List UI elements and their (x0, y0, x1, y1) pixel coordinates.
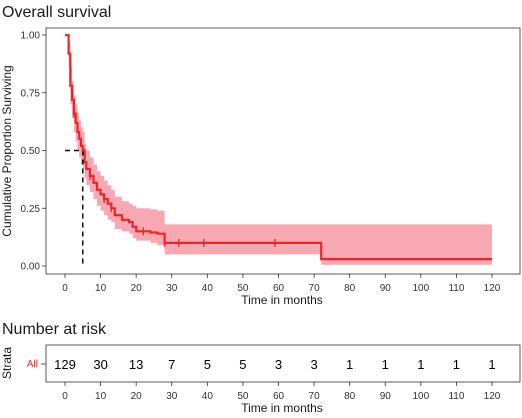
x-tick-label: 30 (166, 283, 178, 294)
risk-x-tick-label: 90 (380, 391, 392, 402)
x-tick-label: 100 (412, 283, 429, 294)
risk-count: 3 (275, 357, 282, 372)
confidence-band-area (65, 35, 492, 265)
x-axis-title: Time in months (241, 293, 323, 307)
median-survival-lines (65, 149, 84, 266)
risk-count: 1 (346, 357, 353, 372)
risk-x-tick-label: 70 (309, 391, 321, 402)
risk-count: 13 (129, 357, 143, 372)
risk-table-panel (45, 344, 521, 383)
y-axis: 0.00 0.25 0.50 0.75 1.00 (21, 31, 46, 273)
confidence-band (65, 35, 492, 265)
x-axis: 0 10 20 30 40 50 60 70 80 90 100 110 120 (62, 274, 501, 294)
risk-count: 5 (204, 357, 211, 372)
survival-chart: Overall survival 0.00 0.25 0.50 0.75 1.00 0 1… (0, 4, 521, 307)
y-tick-label: 0.00 (21, 262, 41, 273)
x-tick-label: 80 (344, 283, 356, 294)
risk-x-tick-label: 60 (273, 391, 285, 402)
x-tick-label: 10 (95, 283, 107, 294)
risk-count: 1 (488, 357, 495, 372)
strata-label-all: All (27, 359, 38, 370)
risk-count: 1 (382, 357, 389, 372)
risk-x-tick-label: 110 (448, 391, 464, 402)
risk-table-title: Number at risk (2, 321, 107, 338)
risk-table: Number at risk Strata All 129 30 13 7 5 5 3 3 1 1… (0, 321, 521, 415)
risk-x-tick-label: 20 (131, 391, 143, 402)
risk-x-tick-label: 100 (412, 391, 429, 402)
risk-count: 1 (453, 357, 460, 372)
y-tick-label: 0.75 (21, 88, 41, 99)
risk-values: 129 30 13 7 5 5 3 3 1 1 1 1 1 (54, 357, 495, 372)
risk-x-axis: 0 10 20 30 40 50 60 70 80 90 100 110 120 (62, 382, 501, 402)
x-tick-label: 0 (62, 283, 68, 294)
risk-count: 3 (310, 357, 317, 372)
risk-table-strata-title: Strata (0, 347, 14, 379)
risk-count: 1 (417, 357, 424, 372)
risk-x-tick-label: 10 (95, 391, 107, 402)
x-tick-label: 110 (448, 283, 464, 294)
risk-x-tick-label: 0 (62, 391, 68, 402)
censor-marks (73, 109, 276, 247)
x-tick-label: 120 (484, 283, 501, 294)
y-tick-label: 0.50 (21, 146, 41, 157)
risk-count: 5 (239, 357, 246, 372)
x-tick-label: 50 (237, 283, 249, 294)
risk-x-tick-label: 30 (166, 391, 178, 402)
risk-x-tick-label: 80 (344, 391, 356, 402)
risk-count: 30 (93, 357, 107, 372)
risk-count: 129 (54, 357, 76, 372)
x-tick-label: 40 (202, 283, 214, 294)
survival-chart-title: Overall survival (2, 4, 111, 21)
y-tick-label: 1.00 (21, 31, 41, 42)
x-tick-label: 90 (380, 283, 392, 294)
risk-x-axis-title: Time in months (241, 401, 323, 415)
x-tick-label: 60 (273, 283, 285, 294)
risk-count: 7 (168, 357, 175, 372)
risk-x-tick-label: 50 (237, 391, 249, 402)
risk-x-tick-label: 40 (202, 391, 214, 402)
y-axis-title: Cumulative Proportion Surviving (0, 65, 14, 236)
x-tick-label: 70 (309, 283, 321, 294)
survival-curve-line (65, 33, 492, 261)
risk-x-tick-label: 120 (484, 391, 501, 402)
y-tick-label: 0.25 (21, 204, 41, 215)
survival-curve (65, 33, 492, 261)
x-tick-label: 20 (131, 283, 143, 294)
